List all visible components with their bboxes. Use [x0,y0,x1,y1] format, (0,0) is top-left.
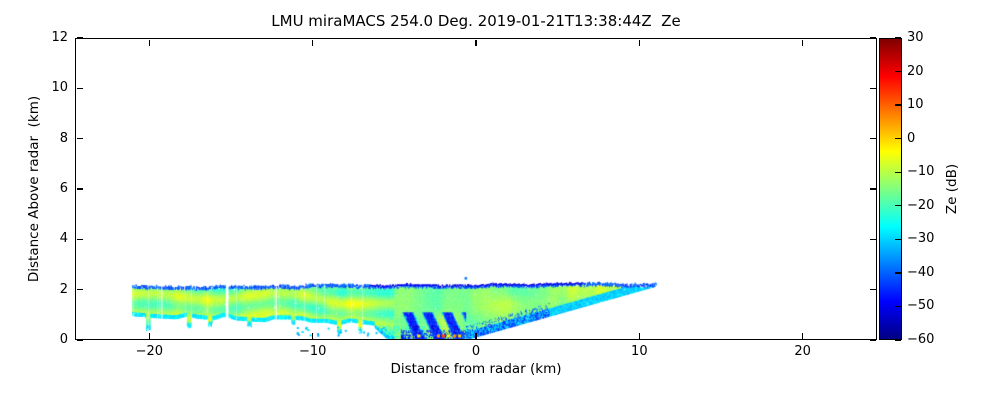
x-tick-label: 0 [471,344,481,359]
x-tick-mark [312,332,314,339]
colorbar-tick-label: −60 [907,332,935,347]
x-tick-mark [148,332,150,339]
colorbar [879,38,902,340]
colorbar-tick-mark [894,138,901,140]
y-tick-label: 6 [59,181,68,196]
x-tick-mark-top [148,39,150,46]
colorbar-tick-label: −30 [907,231,935,247]
colorbar-tick-label: −40 [907,264,935,280]
y-tick-mark [76,37,83,39]
colorbar-tick-mark [894,238,901,240]
y-tick-mark [76,339,83,341]
colorbar-tick-label: 0 [907,130,916,146]
colorbar-tick-mark [894,70,901,73]
x-tick-mark-top [475,39,477,46]
colorbar-tick-mark [894,104,901,106]
y-tick-label: 0 [59,332,68,347]
y-tick-mark-right [869,87,876,89]
y-tick-mark [76,238,83,240]
y-tick-mark-right [869,289,876,291]
x-tick-label: 10 [631,344,648,359]
x-tick-mark [638,332,640,339]
colorbar-tick-mark [894,171,901,173]
x-axis-label: Distance from radar (km) [390,361,562,377]
colorbar-tick-label: −50 [907,298,935,314]
y-tick-label: 10 [51,80,68,96]
y-tick-label: 2 [59,281,68,297]
y-tick-mark-right [869,37,876,39]
plot-frame [75,38,877,340]
x-tick-label: 20 [794,344,811,359]
y-tick-mark [76,138,83,140]
colorbar-tick-mark [894,272,901,274]
colorbar-tick-mark [894,205,901,207]
colorbar-tick-label: 10 [907,97,924,113]
reflectivity-heatmap-canvas [75,38,877,340]
x-tick-mark-top [312,39,314,46]
colorbar-tick-label: 20 [907,63,924,79]
x-tick-label: −20 [135,344,164,359]
colorbar-tick-mark [894,305,901,308]
x-tick-mark-top [802,39,804,46]
colorbar-tick-mark [894,339,901,341]
y-tick-mark [76,87,83,89]
y-tick-label: 8 [59,130,68,146]
x-tick-mark [802,332,804,339]
y-tick-mark-right [869,238,876,240]
colorbar-tick-mark [894,37,901,39]
x-tick-label: −10 [298,344,327,359]
colorbar-tick-label: 30 [907,30,924,45]
colorbar-tick-label: −10 [907,164,935,180]
x-tick-mark [475,332,477,339]
colorbar-tick-label: −20 [907,197,935,213]
y-tick-mark-right [869,188,876,190]
y-tick-mark [76,188,83,190]
y-tick-mark-right [869,138,876,140]
y-tick-label: 4 [59,231,68,247]
y-tick-label: 12 [51,30,68,45]
chart-title: LMU miraMACS 254.0 Deg. 2019-01-21T13:38… [271,12,681,30]
y-tick-mark [76,289,83,291]
y-tick-mark-right [869,339,876,341]
x-tick-mark-top [638,39,640,46]
